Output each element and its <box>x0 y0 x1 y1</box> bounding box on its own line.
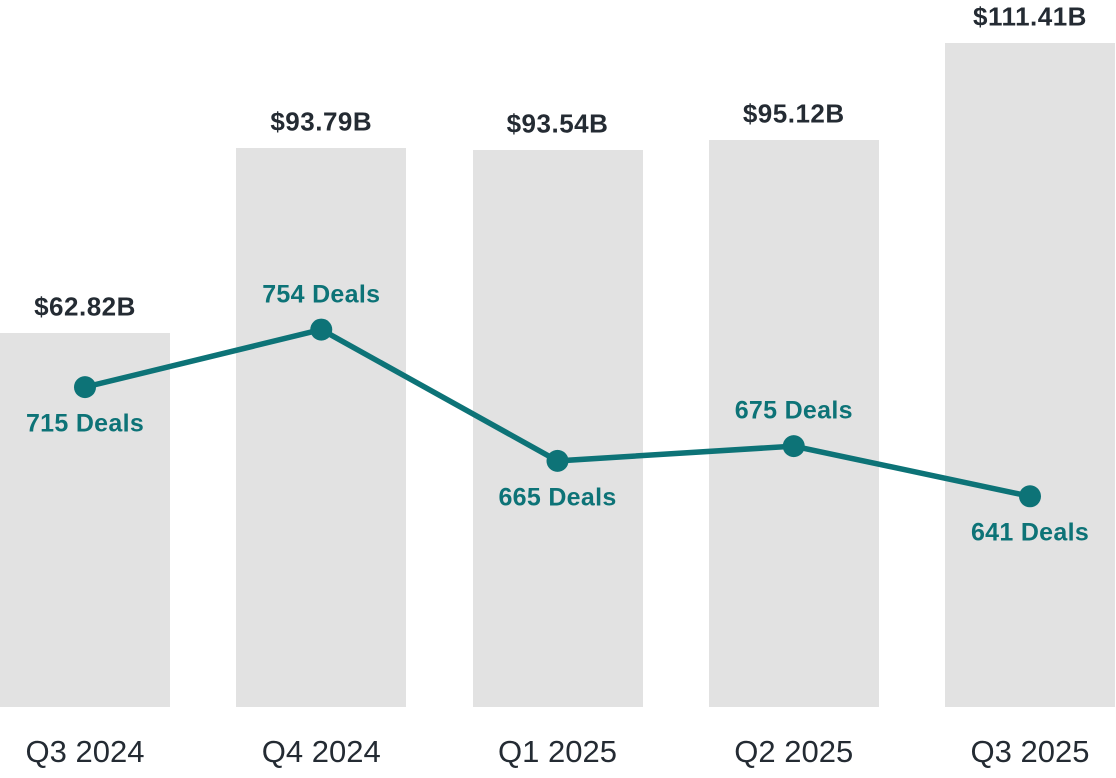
deal-count-point <box>782 435 805 458</box>
deal-count-label: 675 Deals <box>734 396 853 425</box>
deal-count-point <box>310 318 333 341</box>
deal-value-label: $62.82B <box>34 291 136 322</box>
x-axis-label: Q1 2025 <box>498 734 617 769</box>
deal-count-point <box>1019 485 1041 508</box>
deal-count-point <box>546 449 569 472</box>
deal-value-label: $93.79B <box>270 106 373 137</box>
deal-count-label: 665 Deals <box>498 483 617 512</box>
x-axis-label: Q4 2024 <box>261 734 381 769</box>
deal-value-bar <box>236 148 407 707</box>
deal-value-label: $95.12B <box>742 98 845 129</box>
deal-count-point <box>74 376 96 399</box>
x-axis-label: Q3 2025 <box>970 734 1090 769</box>
deal-count-label: 754 Deals <box>262 280 381 309</box>
deal-value-bar <box>945 42 1115 707</box>
deal-value-label: $111.41B <box>973 1 1087 32</box>
x-axis-label: Q3 2024 <box>25 734 145 769</box>
deal-count-label: 715 Deals <box>25 409 145 438</box>
x-axis-label: Q2 2025 <box>734 734 854 769</box>
deal-value-label: $93.54B <box>506 108 609 138</box>
deal-value-bar <box>708 140 879 707</box>
deal-count-label: 641 Deals <box>970 518 1090 547</box>
